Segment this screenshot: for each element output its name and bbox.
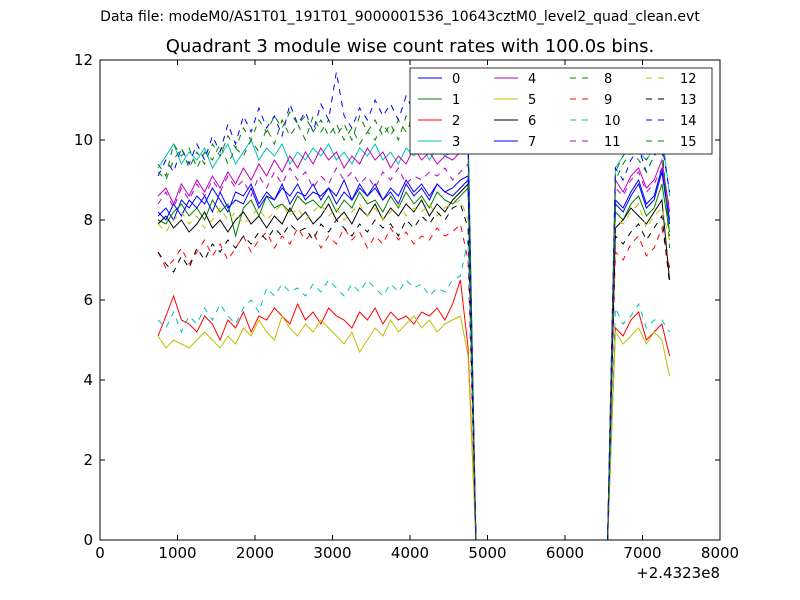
- legend-label-12: 12: [680, 72, 697, 87]
- chart-title: Quadrant 3 module wise count rates with …: [165, 36, 655, 57]
- x-tick-label: 0: [95, 544, 105, 562]
- legend-label-4: 4: [528, 72, 536, 87]
- data-file-label: Data file: modeM0/AS1T01_191T01_90000015…: [100, 9, 700, 25]
- series-line-3: [157, 127, 671, 540]
- legend-label-8: 8: [604, 72, 612, 87]
- legend-label-0: 0: [452, 72, 460, 87]
- series-line-9: [157, 222, 671, 540]
- legend-label-2: 2: [452, 114, 460, 129]
- x-tick-label: 5000: [468, 544, 506, 562]
- legend-label-7: 7: [528, 135, 536, 150]
- x-tick-label: 7000: [623, 544, 661, 562]
- legend-label-10: 10: [604, 114, 621, 129]
- x-tick-label: 3000: [313, 544, 351, 562]
- x-tick-label: 4000: [391, 544, 429, 562]
- series-line-13: [157, 203, 671, 540]
- series-line-6: [157, 182, 671, 540]
- x-tick-label: 8000: [701, 544, 739, 562]
- y-tick-label: 6: [83, 291, 93, 309]
- x-offset-label: +2.4323e8: [636, 564, 720, 582]
- y-tick-label: 12: [74, 51, 93, 69]
- legend-label-3: 3: [452, 135, 460, 150]
- y-tick-label: 0: [83, 531, 93, 549]
- series-line-10: [157, 239, 671, 540]
- x-tick-label: 1000: [158, 544, 196, 562]
- series-line-1: [157, 183, 671, 540]
- series-line-12: [157, 199, 671, 540]
- legend-box: [409, 67, 713, 155]
- series-line-2: [157, 279, 671, 540]
- legend-label-13: 13: [680, 93, 697, 108]
- legend-label-9: 9: [604, 93, 612, 108]
- x-tick-label: 2000: [236, 544, 274, 562]
- series-line-7: [157, 167, 671, 540]
- legend-label-5: 5: [528, 93, 536, 108]
- series-line-15: [157, 110, 671, 540]
- legend-label-14: 14: [680, 114, 697, 129]
- legend-label-1: 1: [452, 93, 460, 108]
- legend-label-15: 15: [680, 135, 697, 150]
- series-line-8: [157, 114, 671, 540]
- series-line-0: [157, 171, 671, 540]
- legend-label-11: 11: [604, 135, 621, 150]
- legend-label-6: 6: [528, 114, 536, 129]
- y-tick-label: 8: [83, 211, 93, 229]
- y-tick-label: 10: [74, 131, 93, 149]
- y-tick-label: 2: [83, 451, 93, 469]
- series-line-5: [157, 314, 671, 540]
- y-tick-label: 4: [83, 371, 93, 389]
- x-tick-label: 6000: [546, 544, 584, 562]
